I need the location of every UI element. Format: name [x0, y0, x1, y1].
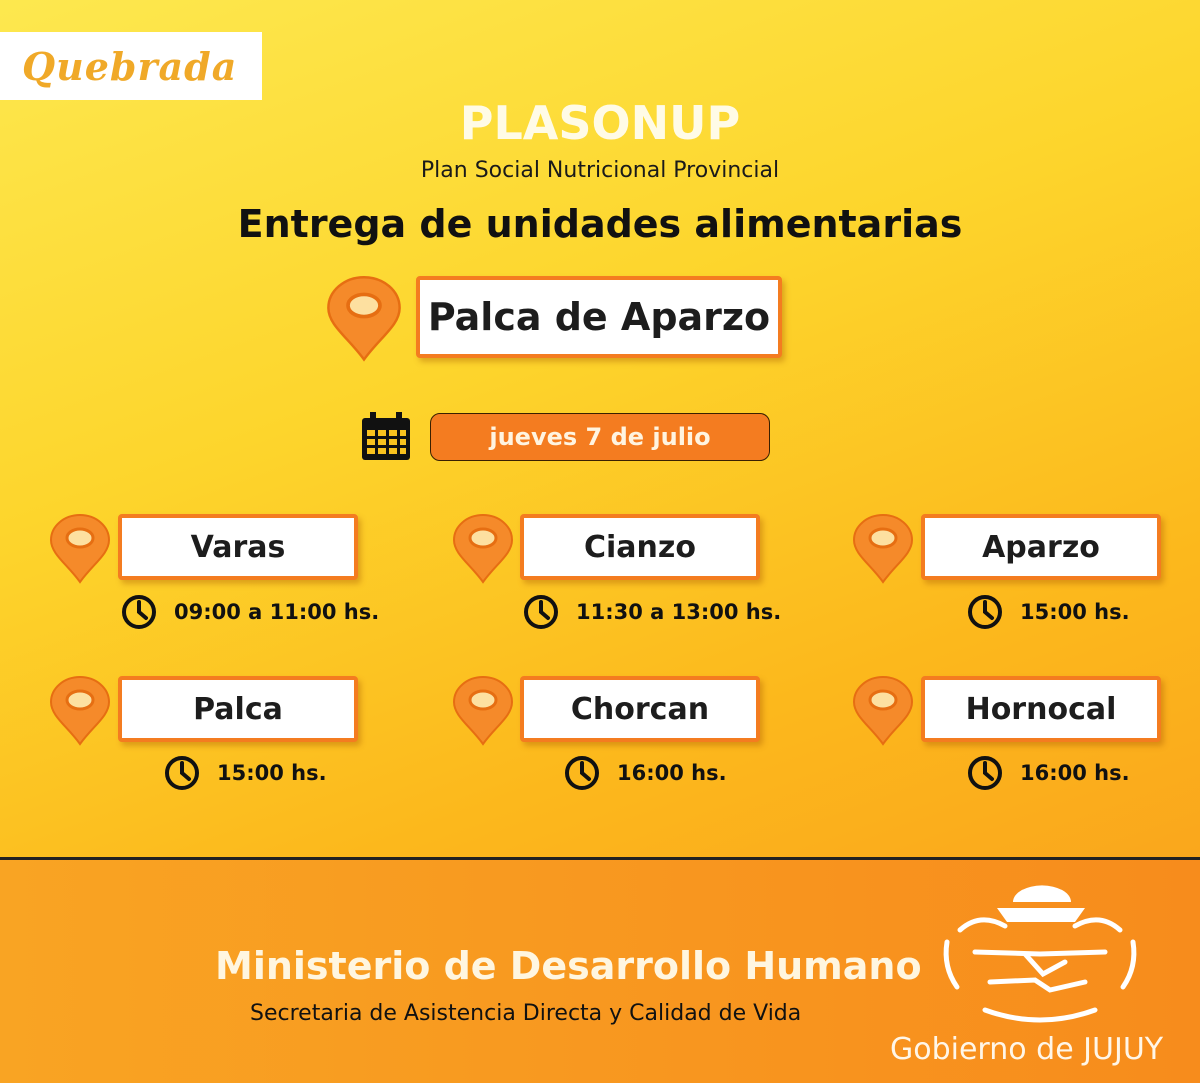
location-pin-icon	[47, 514, 113, 584]
stop-time: 15:00 hs.	[163, 753, 327, 793]
stop-time: 11:30 a 13:00 hs.	[522, 592, 781, 632]
location-pin-icon	[450, 514, 516, 584]
location-pin-icon	[322, 276, 406, 362]
secretariat-name: Secretaria de Asistencia Directa y Calid…	[250, 1001, 802, 1026]
government-name: Gobierno de JUJUY	[890, 1032, 1164, 1067]
stop-time: 16:00 hs.	[563, 753, 727, 793]
calendar-icon	[362, 412, 410, 460]
region-tag: Quebrada	[0, 32, 262, 100]
page-heading: Entrega de unidades alimentarias	[237, 202, 963, 246]
clock-icon	[966, 754, 1004, 792]
clock-icon	[120, 593, 158, 631]
government-logo-icon	[943, 885, 1137, 1023]
time-text: 16:00 hs.	[1020, 761, 1130, 785]
time-text: 09:00 a 11:00 hs.	[174, 600, 380, 624]
stop-card-hornocal: Hornocal	[921, 676, 1161, 742]
time-text: 15:00 hs.	[217, 761, 327, 785]
date-badge: jueves 7 de julio	[430, 413, 770, 461]
location-pin-icon	[450, 676, 516, 746]
location-pin-icon	[850, 514, 916, 584]
time-text: 11:30 a 13:00 hs.	[576, 600, 782, 624]
ministry-name: Ministerio de Desarrollo Humano	[215, 944, 922, 988]
clock-icon	[163, 754, 201, 792]
time-text: 15:00 hs.	[1020, 600, 1130, 624]
stop-card-varas: Varas	[118, 514, 358, 580]
stop-card-palca: Palca	[118, 676, 358, 742]
program-title: PLASONUP	[459, 96, 741, 150]
location-pin-icon	[47, 676, 113, 746]
stop-card-chorcan: Chorcan	[520, 676, 760, 742]
stop-time: 09:00 a 11:00 hs.	[120, 592, 379, 632]
main-location: Palca de Aparzo	[416, 276, 782, 358]
stop-card-cianzo: Cianzo	[520, 514, 760, 580]
stop-time: 15:00 hs.	[966, 592, 1130, 632]
location-pin-icon	[850, 676, 916, 746]
clock-icon	[563, 754, 601, 792]
clock-icon	[966, 593, 1004, 631]
footer-band	[0, 860, 1200, 1083]
divider	[0, 857, 1200, 860]
stop-card-aparzo: Aparzo	[921, 514, 1161, 580]
program-subtitle: Plan Social Nutricional Provincial	[420, 158, 780, 183]
clock-icon	[522, 593, 560, 631]
stop-time: 16:00 hs.	[966, 753, 1130, 793]
time-text: 16:00 hs.	[617, 761, 727, 785]
